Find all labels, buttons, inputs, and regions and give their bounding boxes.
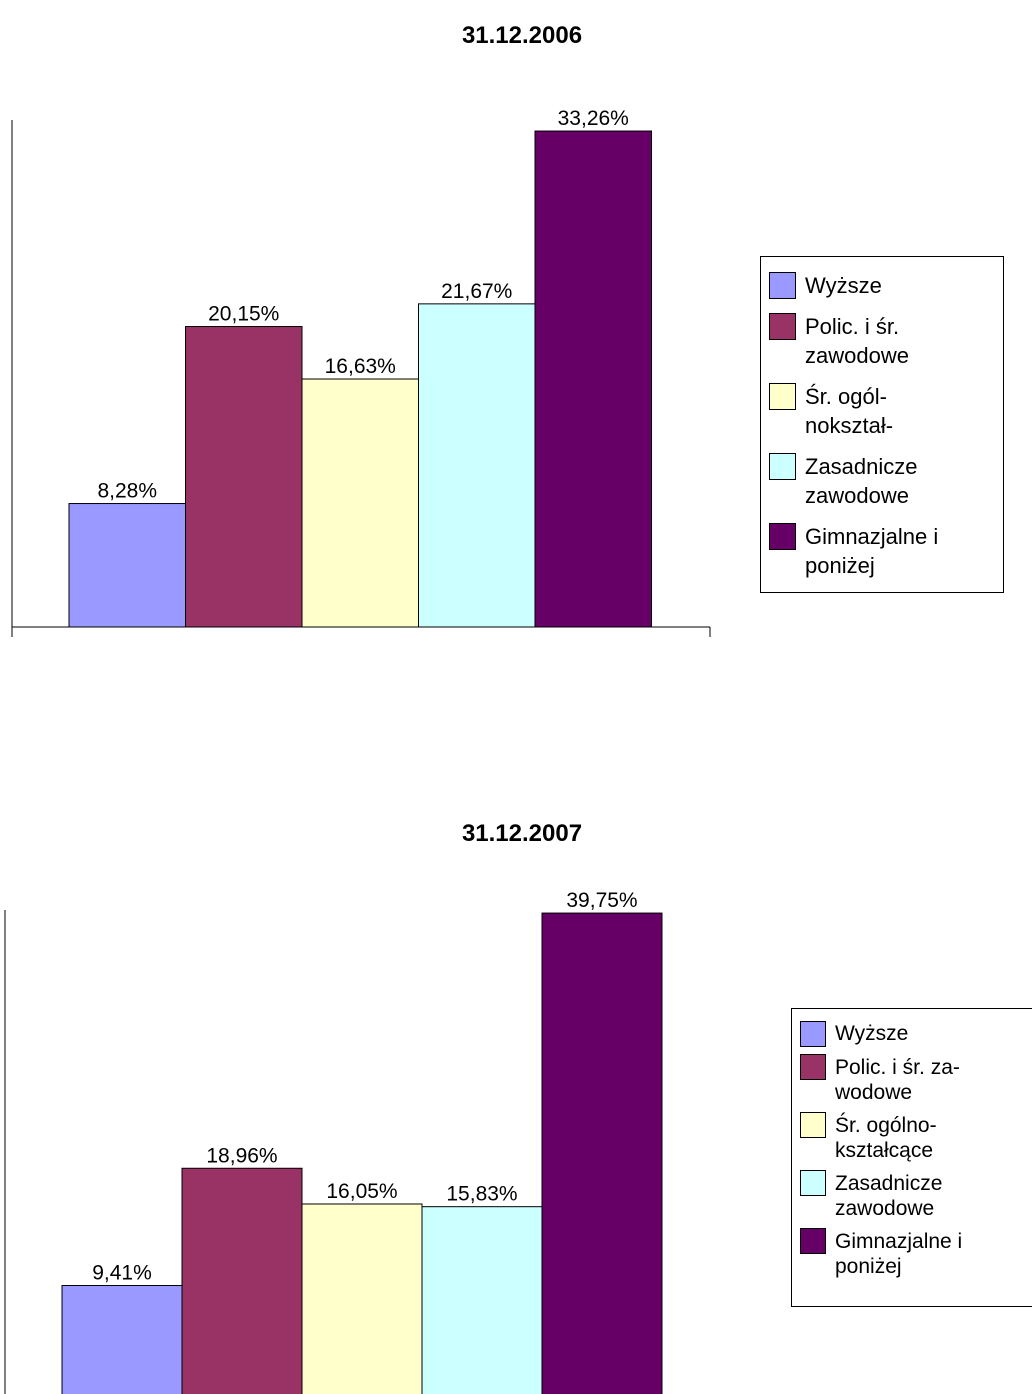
- legend-swatch: [769, 453, 796, 480]
- legend-swatch: [800, 1054, 826, 1080]
- value-label: 16,63%: [325, 355, 396, 378]
- legend-label: Wyższe: [805, 273, 882, 298]
- value-label: 21,67%: [441, 280, 512, 303]
- legend-label: Śr. ogól- nokształ-: [805, 384, 894, 438]
- value-label: 9,41%: [92, 1261, 152, 1284]
- value-label: 15,83%: [446, 1183, 517, 1206]
- legend-swatch: [800, 1228, 826, 1254]
- bar: [61, 1284, 183, 1394]
- value-label: 20,15%: [208, 303, 279, 326]
- legend-swatch: [800, 1170, 826, 1196]
- legend-item: Polic. i śr. za- wodowe: [800, 1054, 1032, 1105]
- legend-label: Gimnazjalne i poniżej: [805, 524, 939, 578]
- bar: [185, 326, 303, 628]
- bar: [68, 503, 186, 628]
- legend-label: Zasadnicze zawodowe: [805, 454, 918, 508]
- bar: [418, 303, 536, 628]
- bar: [301, 1203, 423, 1394]
- bar: [534, 130, 652, 628]
- legend-swatch: [769, 523, 796, 550]
- legend-swatch: [769, 313, 796, 340]
- legend-label: Polic. i śr. zawodowe: [805, 314, 909, 368]
- bar: [181, 1167, 303, 1394]
- legend-item: Gimnazjalne i poniżej: [769, 522, 995, 580]
- legend-item: Śr. ogólno- kształcące: [800, 1112, 1032, 1163]
- value-label: 33,26%: [558, 107, 629, 130]
- legend-swatch: [800, 1112, 826, 1138]
- chart-title: 31.12.2007: [462, 820, 582, 847]
- bar: [421, 1206, 543, 1394]
- value-label: 18,96%: [206, 1144, 277, 1167]
- legend-item: Zasadnicze zawodowe: [769, 452, 995, 510]
- legend-swatch: [769, 272, 796, 299]
- legend-item: Śr. ogól- nokształ-: [769, 382, 995, 440]
- legend-item: Zasadnicze zawodowe: [800, 1170, 1032, 1221]
- legend-item: Wyższe: [800, 1020, 1032, 1047]
- legend-label: Śr. ogólno- kształcące: [835, 1113, 937, 1162]
- legend-label: Wyższe: [835, 1022, 909, 1045]
- legend-label: Polic. i śr. za- wodowe: [835, 1055, 960, 1104]
- value-label: 16,05%: [326, 1180, 397, 1203]
- value-label: 39,75%: [566, 889, 637, 912]
- legend-item: Wyższe: [769, 271, 995, 300]
- legend: Wyższe Polic. i śr. zawodowe Śr. ogól- nok…: [760, 256, 1004, 593]
- value-label: 8,28%: [97, 480, 157, 503]
- legend-swatch: [800, 1020, 826, 1047]
- legend-label: Zasadnicze zawodowe: [835, 1171, 943, 1220]
- legend-swatch: [769, 383, 796, 410]
- legend-label: Gimnazjalne i poniżej: [835, 1229, 963, 1278]
- legend-item: Polic. i śr. zawodowe: [769, 312, 995, 370]
- legend-item: Gimnazjalne i poniżej: [800, 1228, 1032, 1279]
- legend: Wyższe Polic. i śr. za- wodowe Śr. ogólno-…: [791, 1008, 1032, 1307]
- bar: [541, 912, 663, 1394]
- bar: [301, 378, 419, 628]
- chart-title: 31.12.2006: [462, 22, 582, 49]
